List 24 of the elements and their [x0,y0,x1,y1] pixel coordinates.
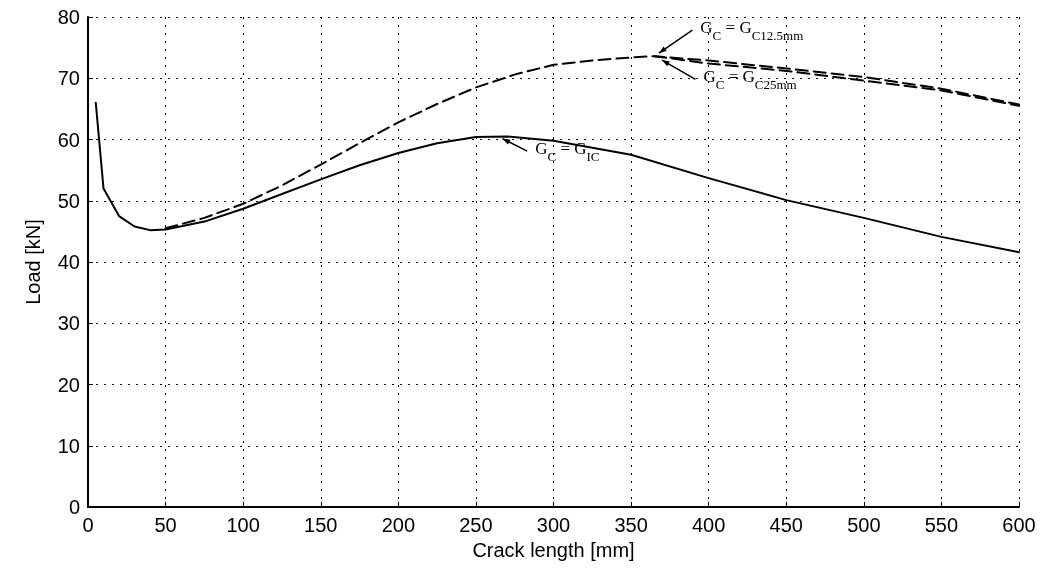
x-axis-title: Crack length [mm] [472,538,635,561]
y-tick-label: 60 [57,128,80,151]
x-tick-label: 300 [536,514,571,536]
x-tick-label: 500 [847,514,881,536]
x-tick-label: 150 [304,514,338,536]
x-tick-label: 400 [691,514,726,536]
x-tick-label: 0 [82,514,94,536]
x-tick-label: 450 [769,514,803,536]
x-tick-label: 550 [924,514,959,536]
y-tick-label: 70 [57,67,80,90]
x-tick-label: 600 [1002,514,1036,536]
y-axis-title: Load [kN] [22,219,44,305]
x-tick-label: 250 [459,514,493,536]
y-tick-label: 20 [57,373,80,396]
y-tick-label: 40 [57,251,80,273]
y-tick-label: 80 [57,6,80,28]
x-tick-label: 50 [154,514,177,536]
y-tick-label: 0 [68,496,80,518]
x-tick-label: 100 [226,514,260,536]
x-tick-label: 200 [381,514,416,536]
y-tick-label: 10 [57,434,80,457]
y-tick-label: 30 [57,312,80,335]
y-tick-label: 50 [57,189,80,212]
x-tick-label: 350 [614,514,648,536]
